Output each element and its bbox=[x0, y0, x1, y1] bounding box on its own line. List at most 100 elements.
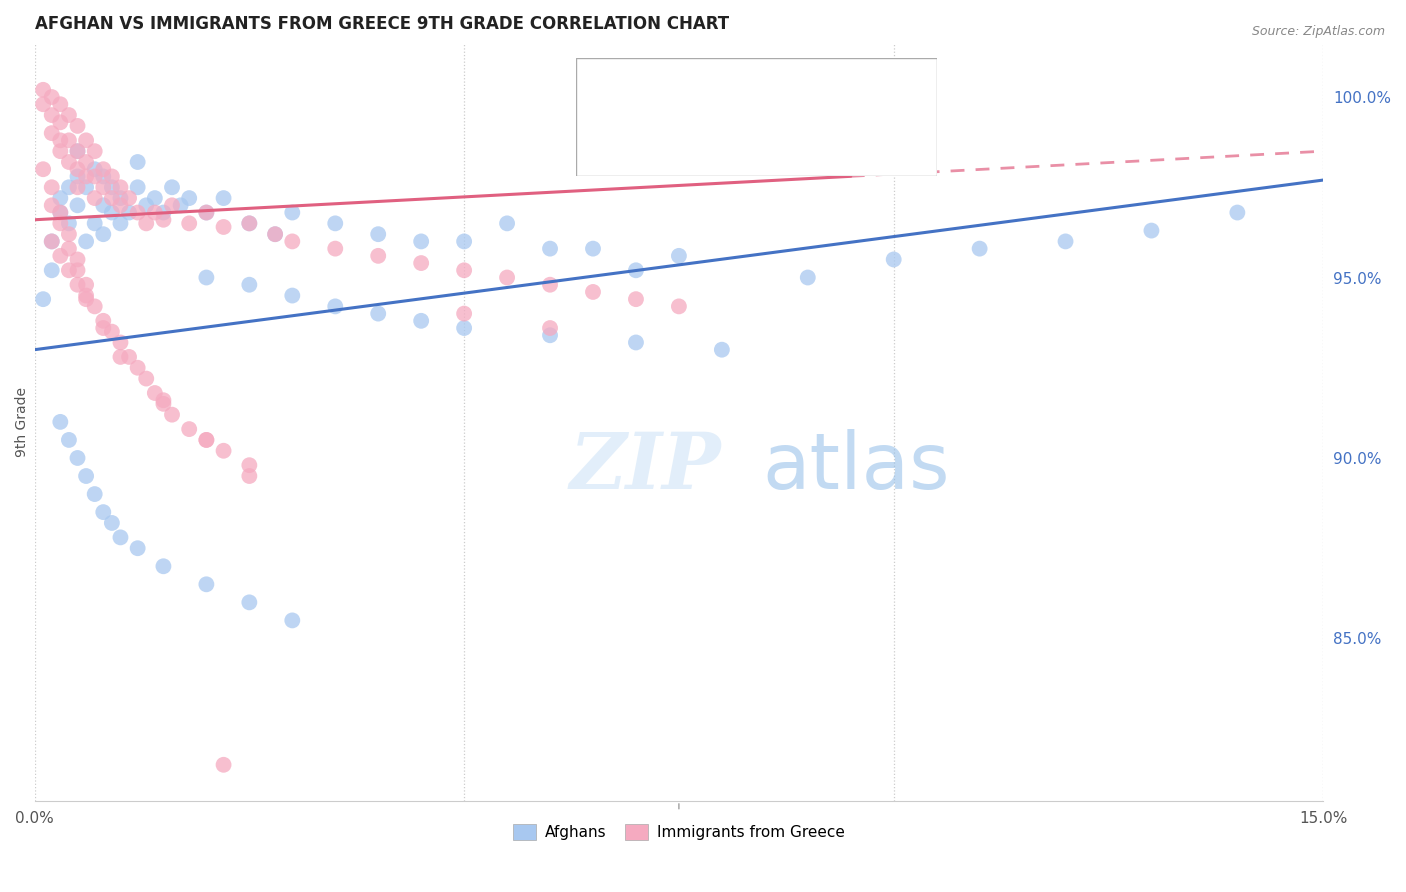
Point bbox=[118, 205, 141, 219]
Point bbox=[49, 216, 72, 230]
Point bbox=[135, 198, 157, 212]
Point bbox=[538, 328, 561, 343]
Point bbox=[101, 191, 124, 205]
Point bbox=[66, 263, 89, 277]
Point bbox=[281, 288, 304, 302]
Point bbox=[152, 559, 174, 574]
Point bbox=[101, 169, 124, 184]
Point bbox=[195, 205, 218, 219]
Point bbox=[66, 180, 89, 194]
Point bbox=[179, 216, 201, 230]
Point bbox=[323, 216, 346, 230]
Point bbox=[538, 242, 561, 256]
Point bbox=[66, 198, 89, 212]
Point bbox=[49, 97, 72, 112]
Point bbox=[179, 422, 201, 436]
Point bbox=[195, 577, 218, 591]
Point bbox=[83, 191, 105, 205]
Point bbox=[496, 270, 519, 285]
Point bbox=[41, 180, 63, 194]
Point bbox=[411, 235, 433, 249]
Point bbox=[143, 191, 166, 205]
Point bbox=[367, 227, 389, 242]
Point bbox=[32, 292, 55, 306]
Point bbox=[169, 198, 191, 212]
Point bbox=[582, 242, 605, 256]
Point bbox=[582, 285, 605, 299]
Point bbox=[75, 133, 97, 147]
Point bbox=[66, 277, 89, 292]
Y-axis label: 9th Grade: 9th Grade bbox=[15, 387, 30, 457]
Point bbox=[238, 216, 260, 230]
Point bbox=[49, 133, 72, 147]
Point bbox=[101, 205, 124, 219]
Point bbox=[135, 216, 157, 230]
Point bbox=[264, 227, 287, 242]
Point bbox=[281, 235, 304, 249]
Point bbox=[58, 433, 80, 447]
Point bbox=[110, 191, 132, 205]
Point bbox=[212, 219, 235, 234]
Point bbox=[152, 212, 174, 227]
Point bbox=[91, 505, 114, 519]
Point bbox=[160, 198, 183, 212]
Point bbox=[969, 242, 991, 256]
Point bbox=[83, 487, 105, 501]
Point bbox=[91, 180, 114, 194]
Point bbox=[101, 325, 124, 339]
Point bbox=[238, 458, 260, 473]
Point bbox=[127, 205, 149, 219]
Point bbox=[160, 180, 183, 194]
Point bbox=[41, 198, 63, 212]
Point bbox=[152, 393, 174, 408]
Point bbox=[1140, 223, 1163, 237]
Point bbox=[538, 277, 561, 292]
Point bbox=[1054, 235, 1077, 249]
Point bbox=[710, 343, 733, 357]
Point bbox=[58, 227, 80, 242]
Point bbox=[411, 314, 433, 328]
Point bbox=[238, 595, 260, 609]
Point bbox=[110, 180, 132, 194]
Point bbox=[75, 180, 97, 194]
Point bbox=[323, 242, 346, 256]
Point bbox=[66, 119, 89, 133]
Point bbox=[127, 360, 149, 375]
Point bbox=[83, 169, 105, 184]
Point bbox=[66, 144, 89, 158]
Point bbox=[83, 162, 105, 177]
Point bbox=[91, 314, 114, 328]
Point bbox=[127, 541, 149, 556]
Point bbox=[212, 757, 235, 772]
Point bbox=[75, 469, 97, 483]
Point bbox=[152, 397, 174, 411]
Point bbox=[127, 155, 149, 169]
Point bbox=[91, 162, 114, 177]
Point bbox=[323, 299, 346, 313]
Point bbox=[624, 335, 647, 350]
Point bbox=[32, 97, 55, 112]
Point bbox=[212, 191, 235, 205]
Text: Source: ZipAtlas.com: Source: ZipAtlas.com bbox=[1251, 25, 1385, 38]
Point bbox=[66, 169, 89, 184]
Point bbox=[453, 307, 475, 321]
Point bbox=[66, 450, 89, 465]
Point bbox=[797, 270, 820, 285]
Point bbox=[110, 335, 132, 350]
Point bbox=[32, 83, 55, 97]
Point bbox=[453, 235, 475, 249]
Point bbox=[83, 144, 105, 158]
Point bbox=[41, 90, 63, 104]
Point bbox=[238, 469, 260, 483]
Point bbox=[58, 108, 80, 122]
Point bbox=[110, 530, 132, 544]
Point bbox=[668, 299, 690, 313]
Point bbox=[91, 198, 114, 212]
Legend: Afghans, Immigrants from Greece: Afghans, Immigrants from Greece bbox=[506, 818, 851, 847]
Text: atlas: atlas bbox=[762, 429, 950, 506]
Point bbox=[49, 415, 72, 429]
Point bbox=[66, 252, 89, 267]
Point bbox=[1226, 205, 1249, 219]
Point bbox=[75, 277, 97, 292]
Point bbox=[58, 216, 80, 230]
